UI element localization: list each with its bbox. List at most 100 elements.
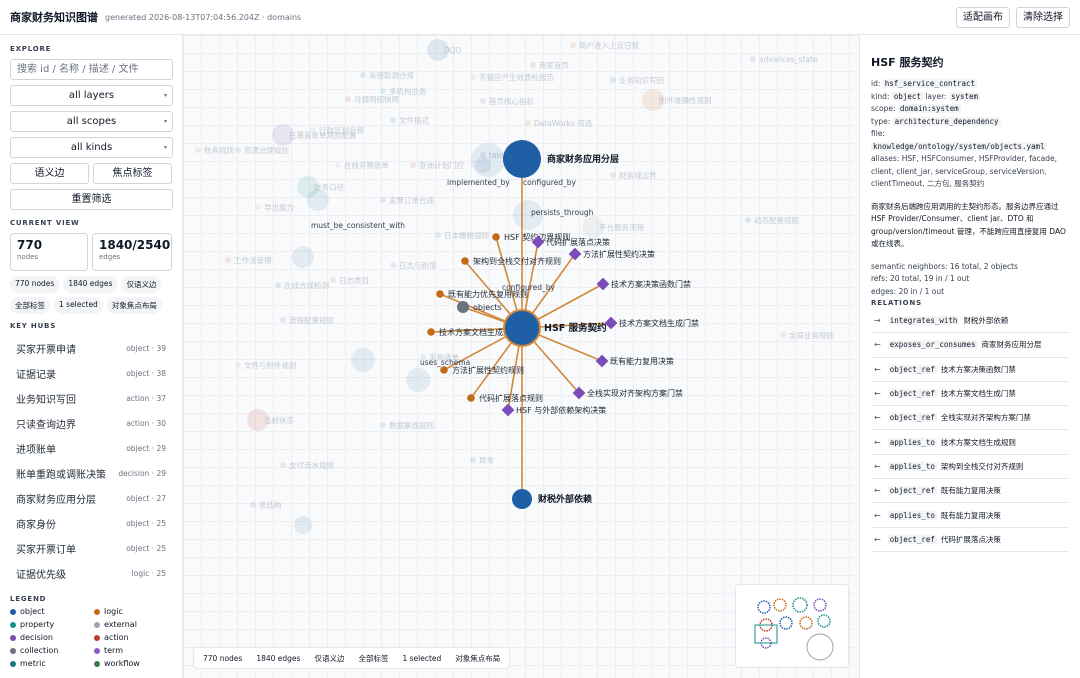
search-input[interactable]: 搜索 id / 名称 / 描述 / 文件 — [10, 59, 173, 80]
hub-item[interactable]: 业务知识写回 action · 37 — [10, 386, 172, 411]
layer-label: layer: — [925, 91, 947, 101]
hub-item[interactable]: 账单重跑或调账决策 decision · 29 — [10, 461, 172, 486]
graph-canvas[interactable]: DQO 商户准入上云日报 advances_state 未接联调合规 天猫应产生效质检报… — [183, 35, 859, 678]
hub-item[interactable]: 证据优先级 logic · 25 — [10, 561, 172, 586]
focus-labels-button[interactable]: 焦点标签 — [93, 163, 172, 184]
hub-item[interactable]: 商家身份 object · 25 — [10, 511, 172, 536]
edges-label: edges — [99, 253, 121, 261]
background-node — [335, 162, 341, 168]
kinds-select[interactable]: all kinds ▾ — [10, 137, 173, 158]
logic-node — [440, 366, 448, 374]
background-node — [280, 317, 286, 323]
neighbor-label: 全栈实现对齐架构方案门禁 — [587, 388, 683, 398]
chevron-down-icon: ▾ — [163, 144, 167, 151]
background-node — [380, 422, 386, 428]
object-node — [512, 489, 532, 509]
kind-value: object — [891, 91, 923, 101]
background-node — [345, 96, 351, 102]
legend-item: external — [94, 620, 173, 629]
relation-row[interactable]: ← applies_to 既有能力复用决策 — [871, 503, 1069, 528]
legend-item: metric — [10, 659, 94, 668]
legend-dot — [94, 647, 100, 654]
relation-row[interactable]: ← object_ref 技术方案文档生成门禁 — [871, 382, 1069, 407]
direction-icon: ← — [874, 340, 881, 350]
clear-selection-button[interactable]: 清除选择 — [1016, 6, 1070, 28]
hub-name: 商家身份 — [16, 520, 56, 531]
logic-node — [427, 328, 435, 336]
background-node-label: 在线开票账单 — [344, 160, 389, 170]
detail-kind-layer: kind: object layer: system — [871, 91, 1069, 104]
background-node-label: 支付流水规则 — [289, 460, 334, 470]
chip: 对象焦点布局 — [106, 297, 162, 314]
background-node — [380, 197, 386, 203]
direction-icon: ← — [874, 534, 881, 544]
detail-aliases: aliases: HSF, HSFConsumer, HSFProvider, … — [871, 154, 1057, 188]
direction-icon: ← — [874, 461, 881, 471]
background-node-label: DQO — [444, 46, 462, 55]
background-node — [530, 62, 536, 68]
background-node-label: 在线合规检测 — [284, 280, 329, 290]
legend-dot — [10, 608, 16, 615]
edges-stat: 1840/2540 edges — [92, 233, 172, 271]
relation-row[interactable]: ← exposes_or_consumes 商家财务应用分层 — [871, 333, 1069, 358]
hub-item[interactable]: 买家开票申请 object · 39 — [10, 336, 172, 361]
minimap[interactable] — [735, 584, 849, 668]
background-node-label: 当前状态 — [264, 415, 294, 425]
background-node-label: 日志与新增 — [399, 260, 437, 270]
status-chip: 仅语义边 — [314, 653, 345, 663]
background-node-label: 采购清单 — [429, 352, 459, 362]
relation-row[interactable]: ← object_ref 既有能力复用决策 — [871, 479, 1069, 504]
background-node — [255, 204, 261, 210]
toggle-row: 语义边 焦点标签 — [10, 163, 172, 184]
relation-type: object_ref — [887, 413, 937, 423]
graph-svg[interactable]: DQO 商户准入上云日报 advances_state 未接联调合规 天猫应产生效质检报… — [183, 35, 859, 678]
nodes-count: 770 — [17, 238, 43, 252]
background-node — [475, 157, 491, 173]
background-node — [610, 172, 616, 178]
hub-item[interactable]: 进项账单 object · 29 — [10, 436, 172, 461]
scopes-select[interactable]: all scopes ▾ — [10, 111, 173, 132]
hub-meta: object · 25 — [126, 544, 166, 553]
legend-item: term — [94, 646, 173, 655]
relation-row[interactable]: ← object_ref 技术方案决策函数门禁 — [871, 358, 1069, 382]
layers-select[interactable]: all layers ▾ — [10, 85, 173, 106]
background-node — [435, 232, 441, 238]
legend-name: workflow — [104, 659, 140, 668]
legend-name: term — [104, 646, 123, 655]
background-node-label: 流程配置规则 — [289, 315, 334, 325]
hub-item[interactable]: 商家财务应用分层 object · 27 — [10, 486, 172, 511]
legend-name: metric — [20, 659, 46, 668]
relation-row[interactable]: ← applies_to 架构到全栈交付对齐规则 — [871, 455, 1069, 480]
background-node — [275, 282, 281, 288]
chip: 仅语义边 — [121, 276, 162, 293]
scope-label: scope: — [871, 104, 896, 113]
kind-label: kind: — [871, 91, 890, 101]
relation-row[interactable]: ← applies_to 技术方案文档生成规则 — [871, 430, 1069, 455]
background-node-label: 账务规则 — [204, 145, 234, 155]
legend-item: logic — [94, 607, 173, 616]
hub-item[interactable]: 只读查询边界 action · 30 — [10, 411, 172, 436]
semantic-edges-button[interactable]: 语义边 — [10, 163, 89, 184]
background-node — [294, 516, 312, 534]
top-actions: 适配画布 清除选择 — [956, 6, 1070, 28]
edge-label: implemented_by — [447, 178, 510, 187]
logic-node — [436, 290, 444, 298]
legend-name: action — [104, 633, 129, 642]
reset-filters-button[interactable]: 重置筛选 — [10, 189, 173, 210]
hub-item[interactable]: 证据记录 object · 38 — [10, 361, 172, 386]
relation-row[interactable]: ← object_ref 代码扩展落点决策 — [871, 528, 1069, 552]
background-node-label: 财务口径 — [314, 182, 344, 192]
background-node — [297, 176, 319, 198]
minimap-cluster — [773, 598, 787, 612]
relation-target: 技术方案决策函数门禁 — [940, 364, 1016, 374]
relation-row[interactable]: ← object_ref 全栈实现对齐架构方案门禁 — [871, 406, 1069, 431]
relation-type: object_ref — [887, 534, 937, 544]
fit-canvas-button[interactable]: 适配画布 — [956, 6, 1010, 28]
background-node — [745, 217, 751, 223]
edges-count: 1840/2540 — [99, 238, 171, 252]
background-node-label: 异常 — [479, 456, 494, 465]
logic-node — [492, 233, 500, 241]
relation-row[interactable]: → integrates_with 财税外部依赖 — [871, 309, 1069, 334]
hub-item[interactable]: 买家开票订单 object · 25 — [10, 536, 172, 561]
relation-type: object_ref — [887, 486, 937, 496]
